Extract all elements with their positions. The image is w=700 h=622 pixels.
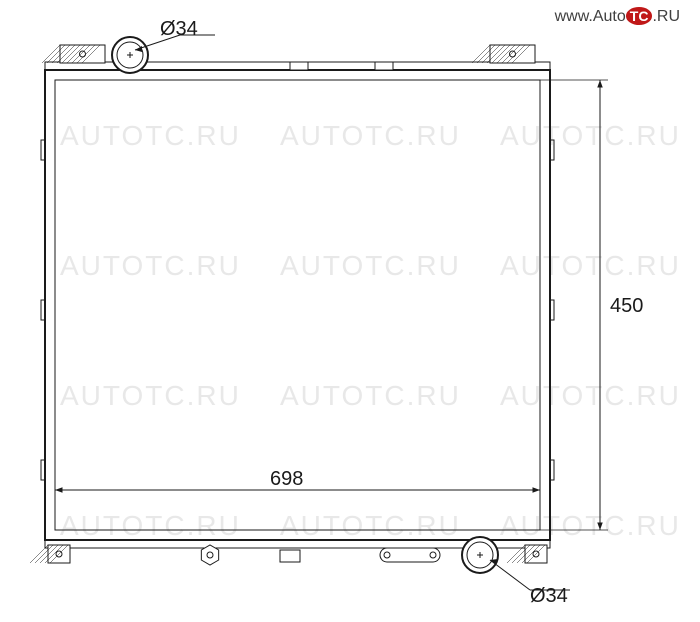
dim-width-label: 698: [270, 468, 303, 491]
technical-drawing: [0, 0, 700, 622]
dim-height-label: 450: [610, 295, 643, 318]
site-logo: www.AutoTC.RU: [555, 8, 680, 26]
logo-suffix: .RU: [652, 8, 680, 25]
dim-top-dia-label: Ø34: [160, 18, 198, 41]
diagram-container: www.AutoTC.RU AUTOTC.RUAUTOTC.RUAUTOTC.R…: [0, 0, 700, 622]
logo-prefix: www.Auto: [555, 8, 626, 25]
dim-bot-dia-label: Ø34: [530, 585, 568, 608]
logo-badge: TC: [626, 7, 653, 25]
